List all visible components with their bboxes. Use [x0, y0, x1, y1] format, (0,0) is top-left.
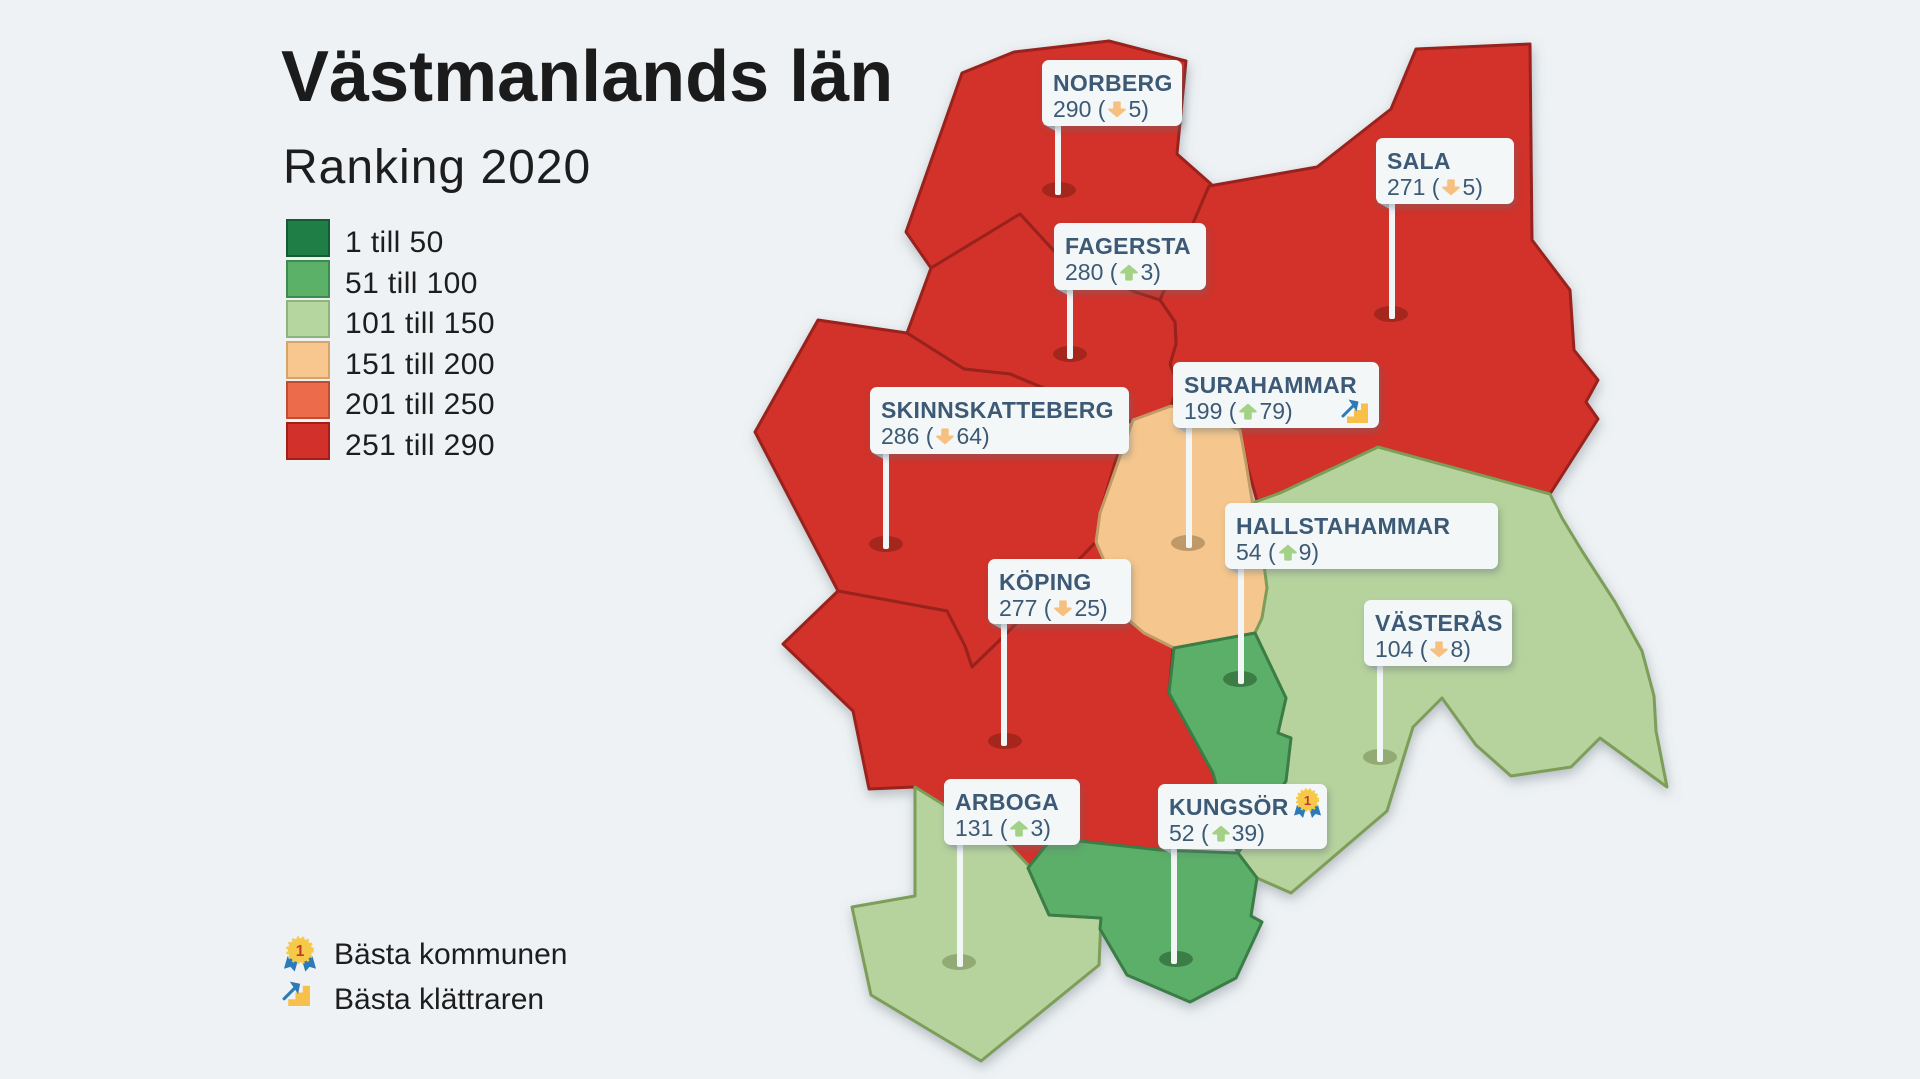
svg-text:1: 1: [296, 943, 305, 960]
svg-text:1: 1: [1304, 793, 1311, 808]
